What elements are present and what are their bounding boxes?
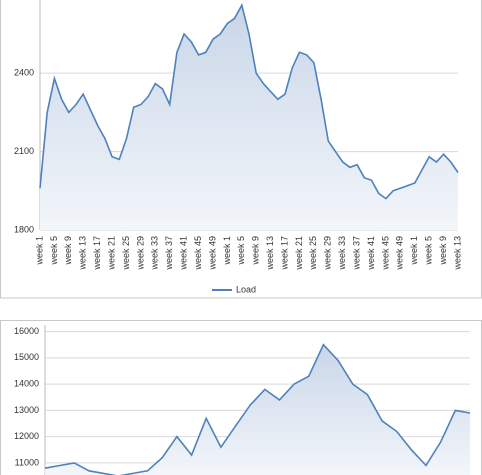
y-tick-label: 14000	[14, 378, 39, 388]
y-tick-label: 13000	[14, 405, 39, 415]
x-tick-label: week 37	[351, 236, 361, 271]
x-tick-label: week 5	[424, 236, 434, 266]
x-tick-label: week 13	[78, 236, 88, 271]
x-tick-label: week 9	[251, 236, 261, 266]
x-tick-label: week 17	[92, 236, 102, 271]
area	[40, 5, 458, 231]
legend-label: Load	[236, 284, 256, 294]
y-tick-label: 15000	[14, 352, 39, 362]
x-tick-label: week 25	[308, 236, 318, 271]
x-tick-label: week 5	[236, 236, 246, 266]
x-tick-label: week 45	[193, 236, 203, 271]
x-tick-label: week 9	[438, 236, 448, 266]
y-tick-label: 11000	[15, 457, 39, 467]
x-tick-label: week 1	[409, 236, 419, 266]
x-tick-label: week 21	[106, 236, 116, 271]
x-tick-label: week 37	[164, 236, 174, 271]
y-tick-label: 2400	[14, 68, 34, 78]
y-tick-label: 2100	[14, 146, 34, 156]
x-tick-label: week 41	[366, 236, 376, 271]
line	[39, 3, 459, 200]
x-tick-label: week 5	[49, 236, 59, 266]
x-tick-label: week 9	[63, 236, 73, 266]
x-tick-label: week 1	[222, 236, 232, 266]
x-tick-label: week 1	[34, 236, 44, 266]
x-tick-label: week 41	[179, 236, 189, 271]
x-tick-label: week 21	[294, 236, 304, 271]
x-tick-label: week 45	[380, 236, 390, 271]
area	[45, 344, 470, 475]
x-tick-label: week 29	[135, 236, 145, 271]
x-tick-label: week 25	[121, 236, 131, 271]
x-tick-label: week 33	[150, 236, 160, 271]
y-tick-label: 12000	[14, 431, 39, 441]
x-tick-label: week 13	[452, 236, 462, 271]
y-tick-label: 16000	[14, 326, 39, 336]
x-tick-label: week 49	[395, 236, 405, 271]
x-tick-label: week 49	[207, 236, 217, 271]
y-tick-label: 1800	[14, 224, 34, 234]
line	[44, 343, 471, 475]
x-tick-label: week 17	[279, 236, 289, 271]
x-tick-label: week 33	[337, 236, 347, 271]
x-tick-label: week 13	[265, 236, 275, 271]
x-tick-label: week 29	[323, 236, 333, 271]
